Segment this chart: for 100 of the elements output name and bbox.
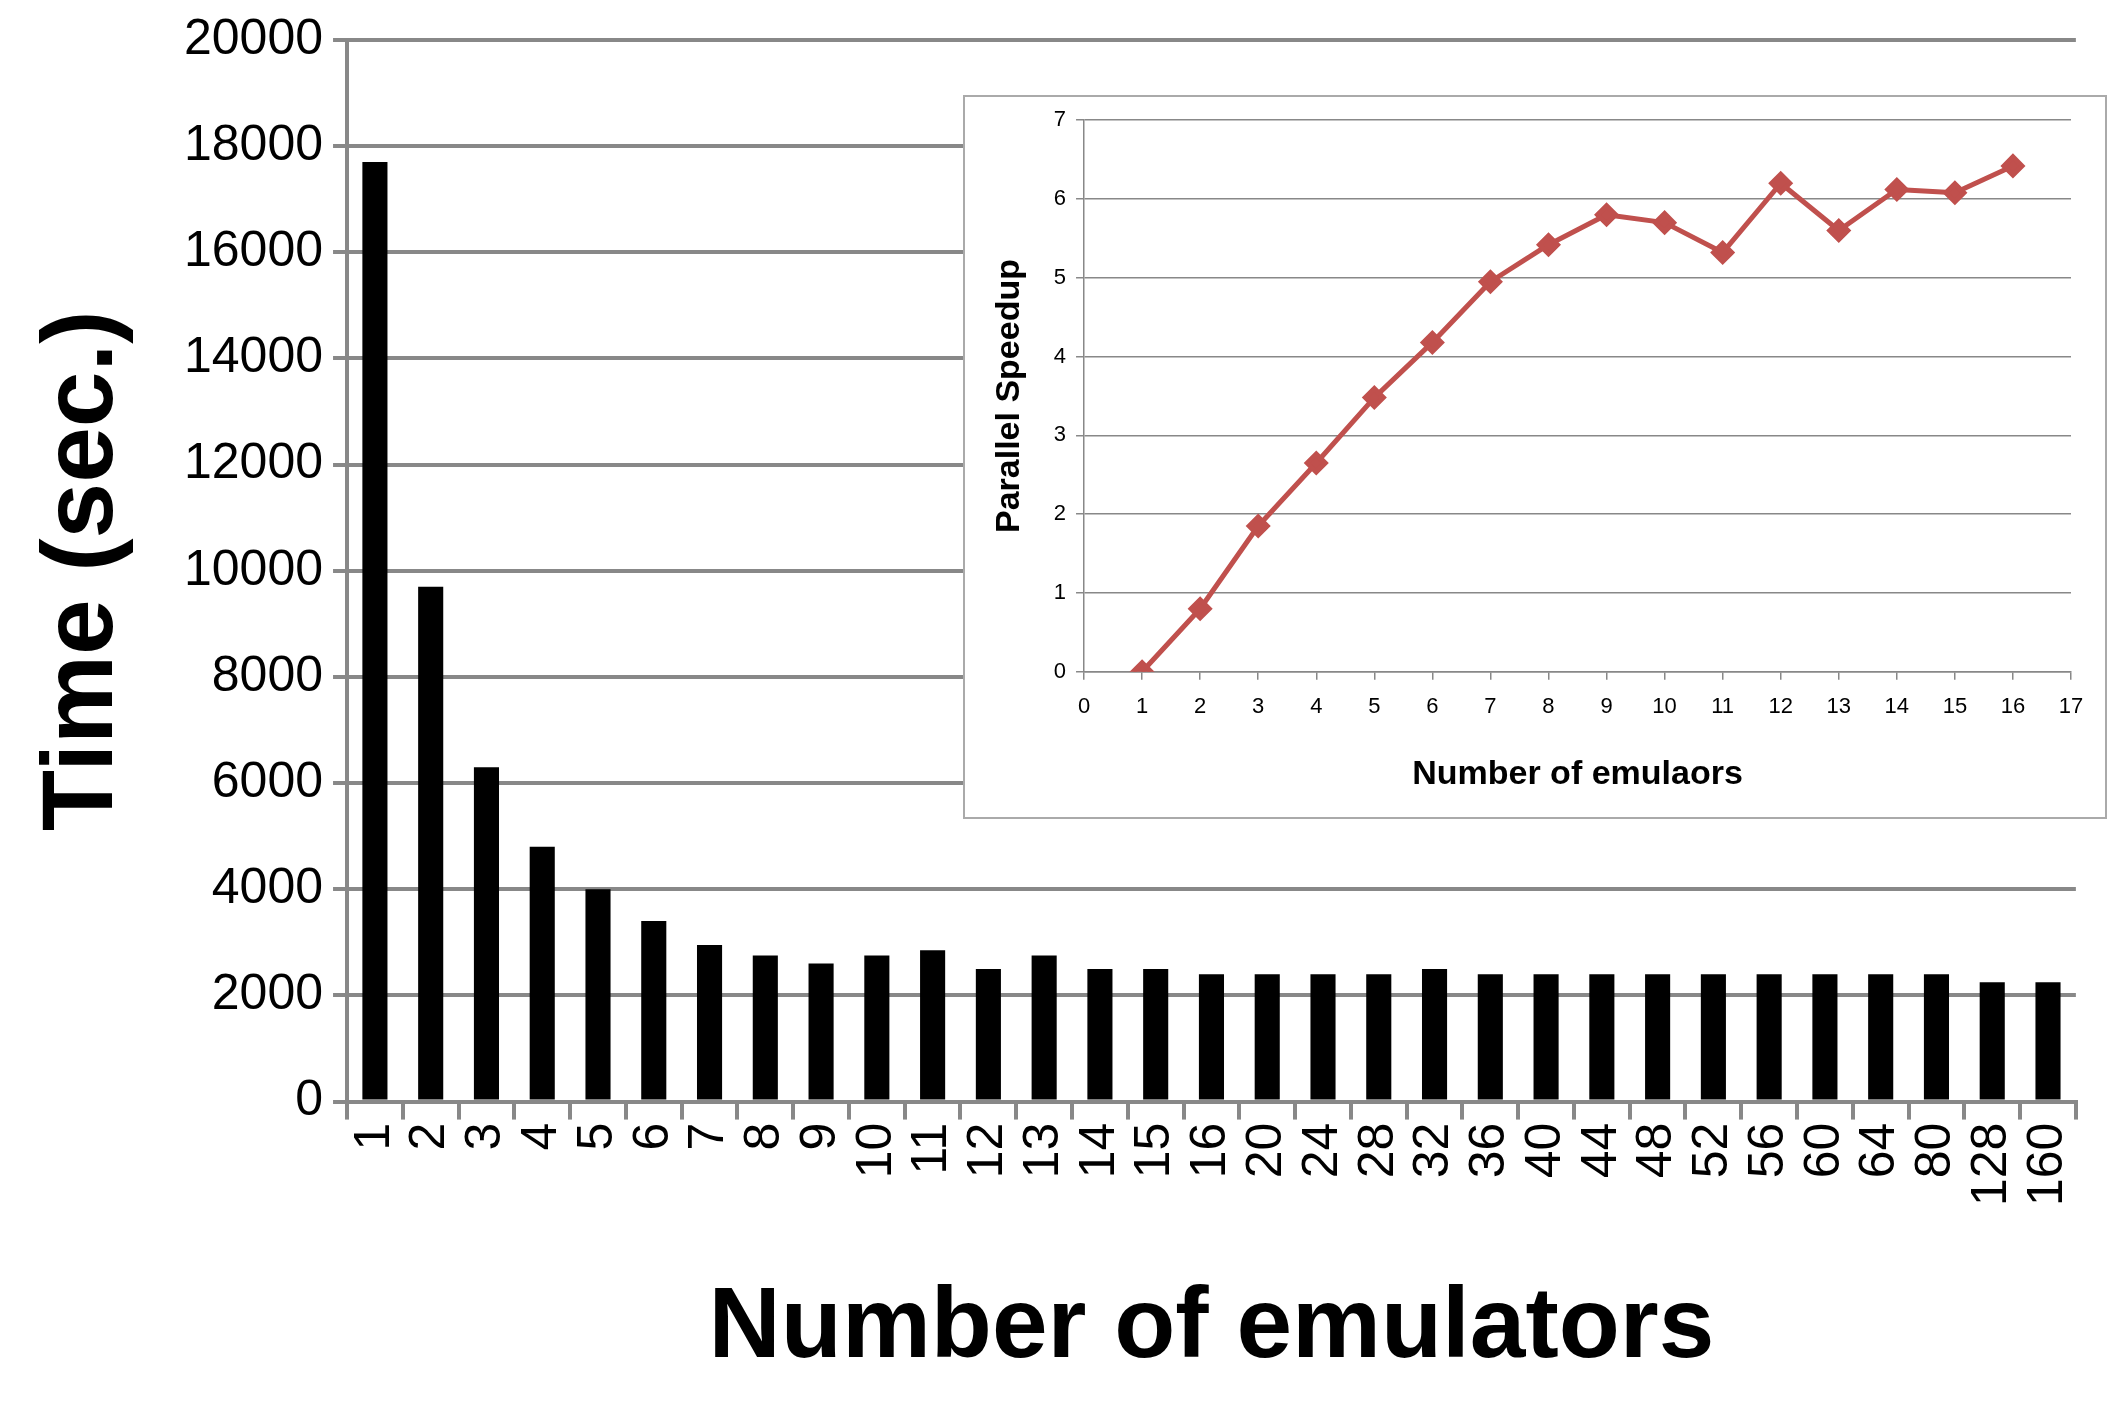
bar xyxy=(696,945,723,1100)
x-tick-label: 160 xyxy=(2016,1122,2073,1207)
bar xyxy=(418,586,444,1100)
point xyxy=(1595,203,1619,227)
bar xyxy=(1923,974,1950,1100)
bar xyxy=(1477,974,1503,1100)
x-tick-label: 1 xyxy=(343,1122,400,1151)
bar xyxy=(1087,968,1113,1100)
x-tick-label: 10 xyxy=(845,1122,902,1179)
x-tick-label: 13 xyxy=(1012,1122,1069,1179)
x-tick-label: 7 xyxy=(678,1122,735,1151)
x-tick-label: 40 xyxy=(1514,1122,1571,1179)
x-tick-label: 2 xyxy=(399,1122,456,1151)
x-tick-label: 7 xyxy=(1484,693,1497,719)
bar xyxy=(641,921,667,1100)
point xyxy=(1536,233,1560,257)
point xyxy=(1304,451,1328,475)
x-tick-label: 1 xyxy=(1135,693,1149,719)
x-tick-label: 56 xyxy=(1737,1122,1794,1179)
bar xyxy=(1198,974,1225,1100)
bar xyxy=(1533,974,1559,1100)
bar xyxy=(585,889,611,1100)
point xyxy=(1362,386,1386,410)
x-tick-label: 6 xyxy=(622,1122,679,1151)
bar xyxy=(1254,974,1280,1100)
point xyxy=(1943,181,1967,205)
point xyxy=(1885,178,1909,202)
y-tick-label: 4 xyxy=(1053,342,1067,368)
bar xyxy=(1979,982,2005,1100)
bar xyxy=(1421,968,1448,1100)
x-tick-label: 0 xyxy=(1077,693,1091,719)
x-tick-label: 3 xyxy=(455,1122,512,1151)
point xyxy=(1769,171,1793,195)
x-tick-label: 15 xyxy=(1124,1122,1181,1179)
y-tick-label: 10000 xyxy=(183,539,324,596)
x-tick-label: 13 xyxy=(1826,693,1852,719)
x-tick-label: 8 xyxy=(1542,693,1555,719)
bar xyxy=(473,767,500,1100)
x-tick-label: 4 xyxy=(1310,693,1323,719)
x-tick-label: 6 xyxy=(1426,693,1439,719)
bar xyxy=(529,846,555,1100)
y-tick-label: 5 xyxy=(1053,263,1067,289)
x-tick-label: 36 xyxy=(1459,1122,1516,1179)
y-axis-title: Time (sec.) xyxy=(20,310,133,832)
bar xyxy=(975,968,1001,1100)
x-axis-title: Number of emulators xyxy=(708,1265,1715,1378)
bar xyxy=(1868,974,1894,1100)
bar xyxy=(362,162,388,1100)
point xyxy=(1420,330,1444,354)
x-tick-label: 52 xyxy=(1682,1122,1739,1179)
x-tick-label: 16 xyxy=(2000,693,2026,719)
y-tick-label: 14000 xyxy=(183,327,324,384)
x-tick-label: 9 xyxy=(1600,693,1613,719)
y-tick-label: 7 xyxy=(1053,106,1067,132)
x-tick-label: 128 xyxy=(1961,1122,2018,1207)
x-tick-label: 32 xyxy=(1403,1122,1460,1179)
x-tick-label: 3 xyxy=(1252,693,1265,719)
x-tick-label: 14 xyxy=(1884,693,1910,719)
x-tick-label: 15 xyxy=(1942,693,1968,719)
x-axis-title: Number of emulaors xyxy=(1412,752,1743,791)
y-tick-label: 6 xyxy=(1053,185,1067,211)
x-tick-label: 44 xyxy=(1570,1122,1627,1179)
bar xyxy=(1143,968,1169,1100)
y-tick-label: 4000 xyxy=(211,858,324,915)
x-tick-label: 17 xyxy=(2058,693,2084,719)
y-tick-label: 16000 xyxy=(183,221,324,278)
x-tick-label: 24 xyxy=(1291,1122,1348,1179)
y-tick-label: 2 xyxy=(1053,500,1067,526)
x-tick-label: 60 xyxy=(1793,1122,1850,1179)
point xyxy=(1188,597,1212,621)
bar xyxy=(1031,955,1057,1100)
x-tick-label: 12 xyxy=(1768,693,1793,719)
x-tick-label: 14 xyxy=(1068,1122,1125,1179)
bar xyxy=(1645,974,1671,1100)
bar xyxy=(1812,974,1838,1100)
x-tick-label: 2 xyxy=(1194,693,1207,719)
y-tick-label: 8000 xyxy=(211,645,324,702)
bar xyxy=(920,950,946,1100)
point xyxy=(1246,514,1270,538)
y-tick-label: 6000 xyxy=(211,751,324,808)
point xyxy=(1653,211,1677,235)
bar xyxy=(1700,974,1726,1100)
y-tick-label: 0 xyxy=(1053,657,1067,683)
y-tick-label: 20000 xyxy=(183,8,324,65)
x-tick-label: 28 xyxy=(1347,1122,1404,1179)
bar xyxy=(752,955,778,1100)
point xyxy=(2001,154,2025,178)
x-tick-label: 64 xyxy=(1849,1122,1906,1179)
x-tick-label: 5 xyxy=(566,1122,623,1151)
bar xyxy=(1366,974,1392,1100)
y-tick-label: 18000 xyxy=(183,114,324,171)
bar xyxy=(2035,982,2061,1100)
x-tick-label: 5 xyxy=(1368,693,1381,719)
y-tick-label: 2000 xyxy=(211,964,324,1021)
bar xyxy=(1589,974,1615,1100)
x-tick-label: 16 xyxy=(1180,1122,1237,1179)
y-tick-label: 1 xyxy=(1053,579,1067,605)
bar xyxy=(1310,974,1336,1100)
x-tick-label: 8 xyxy=(734,1122,791,1151)
y-tick-label: 3 xyxy=(1053,421,1067,447)
